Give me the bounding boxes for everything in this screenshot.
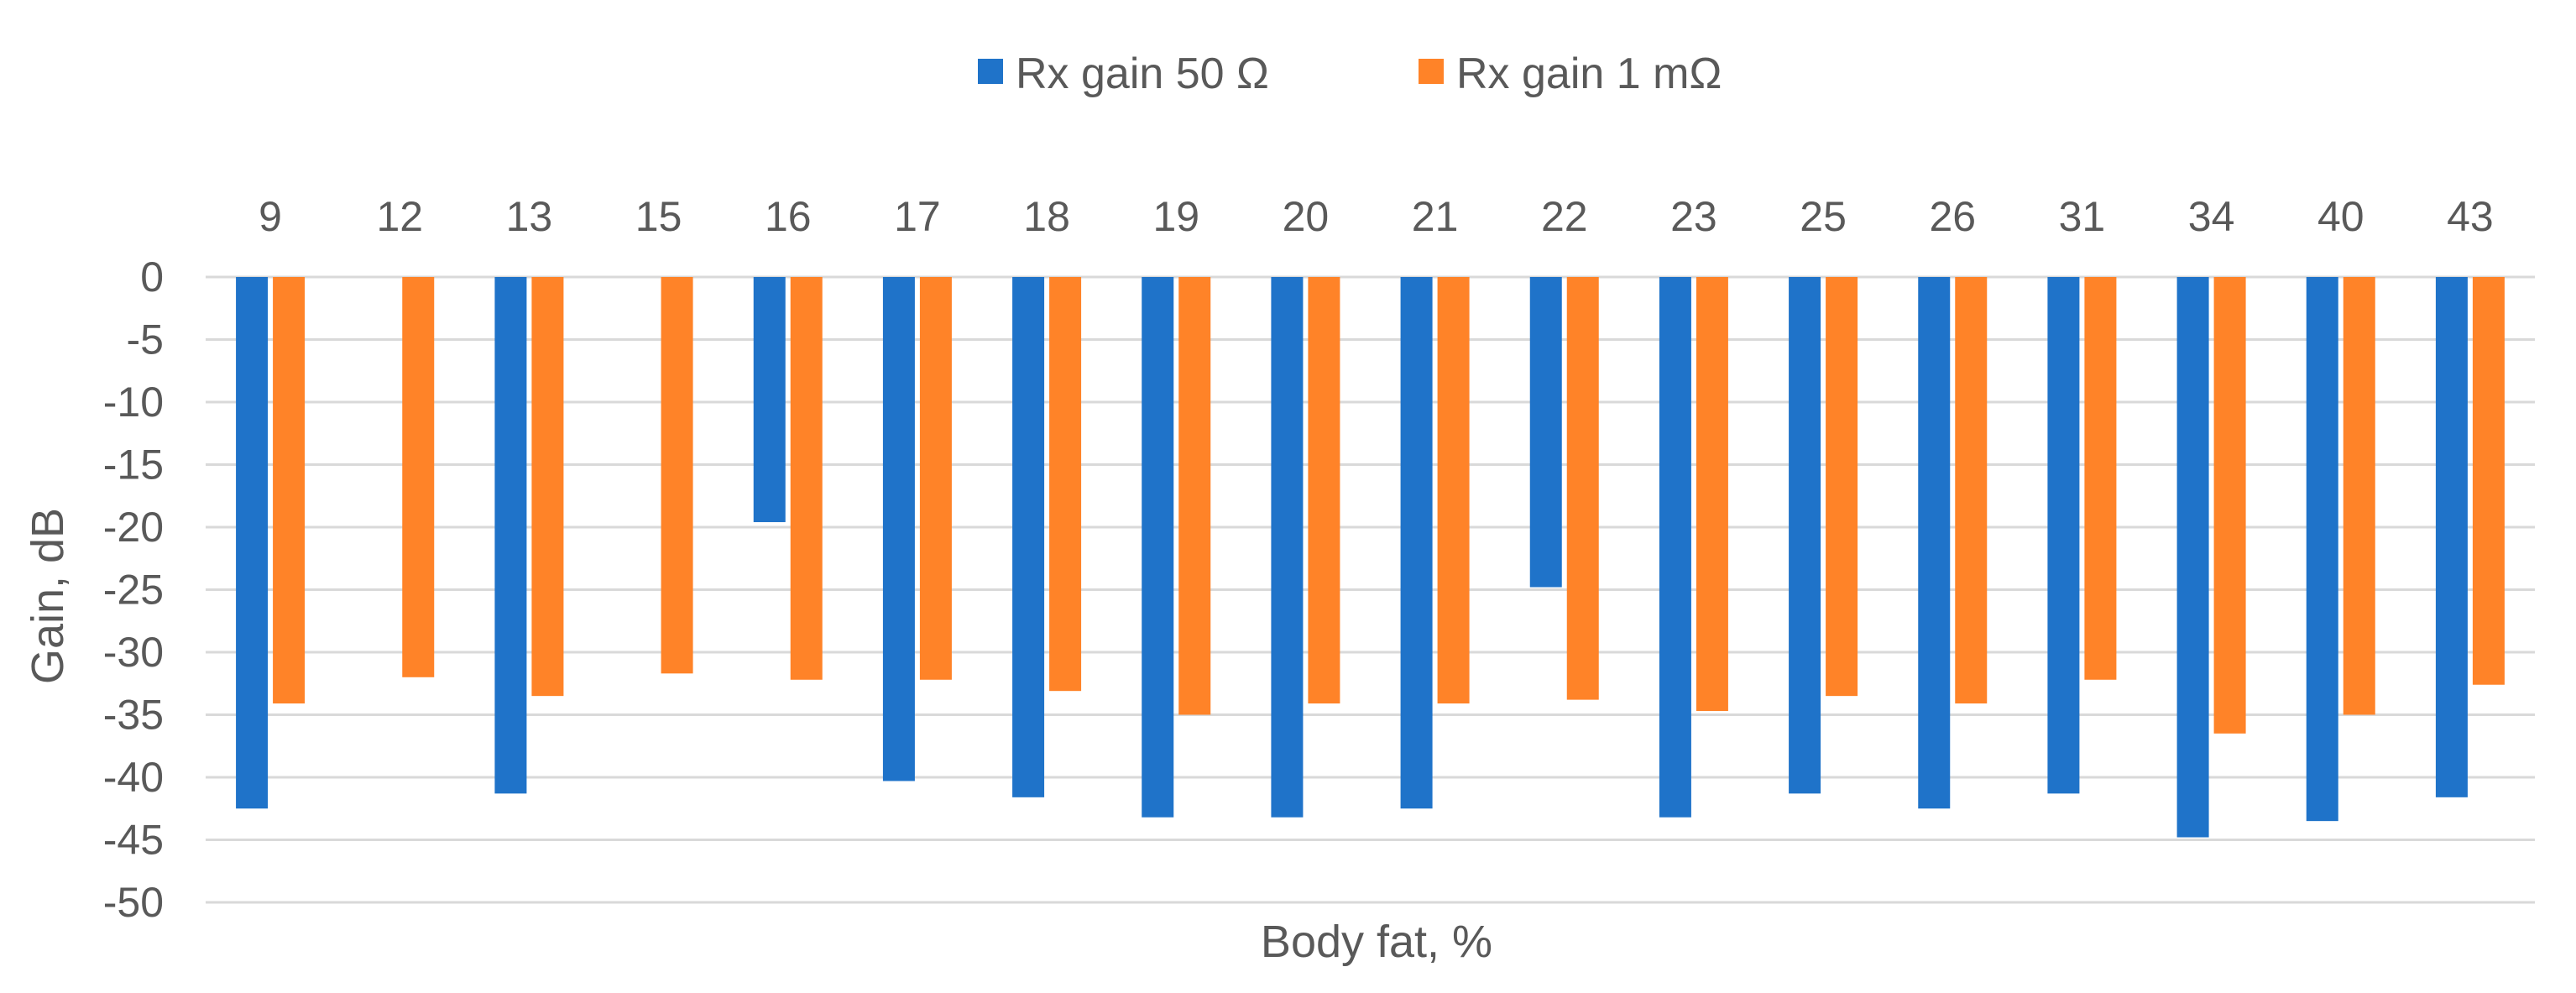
x-tick-label: 9 bbox=[259, 193, 282, 240]
legend-label-rx-gain-1-milliohm: Rx gain 1 mΩ bbox=[1456, 50, 1722, 98]
bar-rx-gain-1-milliohm-16 bbox=[790, 277, 823, 680]
bar-rx-gain-50-ohm-9 bbox=[236, 277, 269, 809]
x-tick-label: 12 bbox=[376, 193, 423, 240]
y-tick-label: -45 bbox=[103, 817, 164, 864]
bar-rx-gain-1-milliohm-9 bbox=[273, 277, 306, 704]
bar-rx-gain-1-milliohm-17 bbox=[919, 277, 952, 680]
bar-rx-gain-50-ohm-25 bbox=[1789, 277, 1821, 794]
y-axis-title: Gain, dB bbox=[23, 508, 73, 684]
bar-rx-gain-50-ohm-22 bbox=[1529, 277, 1562, 588]
bar-rx-gain-50-ohm-34 bbox=[2176, 277, 2209, 838]
y-tick-label: 0 bbox=[140, 253, 164, 301]
x-tick-label: 19 bbox=[1152, 193, 1199, 240]
bar-rx-gain-1-milliohm-12 bbox=[402, 277, 435, 677]
y-tick-label: -5 bbox=[127, 316, 164, 363]
x-tick-label: 26 bbox=[1929, 193, 1976, 240]
legend-swatch-rx-gain-50-ohm bbox=[978, 59, 1003, 84]
x-tick-label: 18 bbox=[1023, 193, 1070, 240]
bar-rx-gain-1-milliohm-25 bbox=[1826, 277, 1858, 697]
bar-rx-gain-1-milliohm-31 bbox=[2084, 277, 2117, 680]
gridlines bbox=[206, 275, 2535, 904]
x-tick-label: 17 bbox=[894, 193, 941, 240]
bar-rx-gain-50-ohm-31 bbox=[2047, 277, 2080, 794]
bar-rx-gain-50-ohm-18 bbox=[1012, 277, 1045, 797]
chart-legend: Rx gain 50 Ω Rx gain 1 mΩ bbox=[978, 50, 1722, 98]
x-tick-label: 21 bbox=[1412, 193, 1459, 240]
x-axis-tick-labels: 9 12 13 15 16 17 18 19 20 21 22 23 25 26 31 34 40 43 bbox=[259, 193, 2494, 240]
x-tick-label: 34 bbox=[2188, 193, 2235, 240]
bars bbox=[236, 277, 2505, 838]
bar-rx-gain-1-milliohm-20 bbox=[1308, 277, 1340, 704]
bar-rx-gain-50-ohm-21 bbox=[1400, 277, 1433, 809]
bar-rx-gain-1-milliohm-23 bbox=[1696, 277, 1728, 712]
y-tick-label: -15 bbox=[103, 442, 164, 489]
y-tick-label: -40 bbox=[103, 754, 164, 801]
y-tick-label: -25 bbox=[103, 567, 164, 614]
bar-rx-gain-50-ohm-17 bbox=[882, 277, 915, 781]
bar-rx-gain-1-milliohm-43 bbox=[2472, 277, 2505, 685]
bar-rx-gain-1-milliohm-40 bbox=[2343, 277, 2375, 715]
x-tick-label: 23 bbox=[1670, 193, 1717, 240]
bar-rx-gain-50-ohm-43 bbox=[2435, 277, 2468, 797]
x-axis-title: Body fat, % bbox=[1261, 917, 1492, 967]
x-tick-label: 22 bbox=[1541, 193, 1588, 240]
bar-rx-gain-1-milliohm-19 bbox=[1178, 277, 1211, 715]
y-tick-label: -10 bbox=[103, 379, 164, 426]
x-tick-label: 15 bbox=[635, 193, 682, 240]
y-tick-label: -30 bbox=[103, 629, 164, 676]
x-tick-label: 40 bbox=[2317, 193, 2364, 240]
x-tick-label: 20 bbox=[1283, 193, 1330, 240]
y-axis-tick-labels: 0 -5 -10 -15 -20 -25 -30 -35 -40 -45 -50 bbox=[103, 253, 164, 926]
bar-rx-gain-1-milliohm-15 bbox=[661, 277, 693, 674]
bar-rx-gain-50-ohm-20 bbox=[1271, 277, 1304, 818]
x-tick-label: 16 bbox=[765, 193, 812, 240]
x-tick-label: 13 bbox=[506, 193, 553, 240]
bar-rx-gain-50-ohm-40 bbox=[2306, 277, 2338, 822]
bar-rx-gain-1-milliohm-34 bbox=[2213, 277, 2246, 734]
x-tick-label: 43 bbox=[2447, 193, 2494, 240]
legend-swatch-rx-gain-1-milliohm bbox=[1419, 59, 1444, 84]
bar-rx-gain-1-milliohm-18 bbox=[1049, 277, 1082, 692]
y-tick-label: -20 bbox=[103, 504, 164, 551]
bar-rx-gain-50-ohm-23 bbox=[1659, 277, 1691, 818]
bar-rx-gain-1-milliohm-26 bbox=[1955, 277, 1988, 704]
bar-rx-gain-50-ohm-13 bbox=[494, 277, 527, 794]
y-tick-label: -50 bbox=[103, 879, 164, 926]
legend-label-rx-gain-50-ohm: Rx gain 50 Ω bbox=[1016, 50, 1269, 98]
bar-rx-gain-1-milliohm-22 bbox=[1566, 277, 1599, 700]
x-tick-label: 31 bbox=[2059, 193, 2106, 240]
bar-rx-gain-50-ohm-26 bbox=[1918, 277, 1951, 809]
bar-rx-gain-1-milliohm-21 bbox=[1437, 277, 1470, 704]
x-tick-label: 25 bbox=[1800, 193, 1847, 240]
bar-rx-gain-50-ohm-16 bbox=[753, 277, 786, 523]
bar-rx-gain-1-milliohm-13 bbox=[531, 277, 564, 697]
y-tick-label: -35 bbox=[103, 692, 164, 739]
bar-rx-gain-50-ohm-19 bbox=[1142, 277, 1174, 818]
